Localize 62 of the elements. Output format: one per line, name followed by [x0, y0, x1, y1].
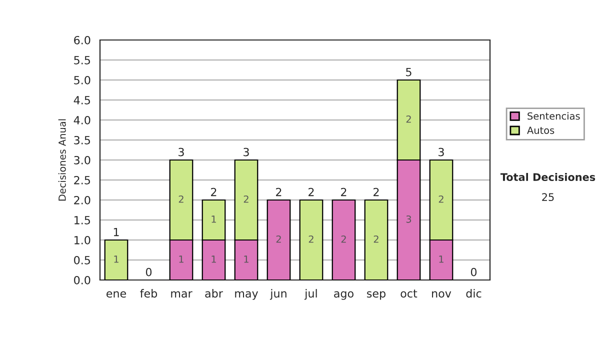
x-tick-label: mar [171, 291, 192, 298]
total-label: 0 [470, 268, 477, 276]
bar [332, 199, 356, 280]
data-label: 2 [178, 195, 184, 203]
data-label: 1 [439, 256, 444, 263]
y-tick-label: 4.5 [74, 96, 90, 104]
data-label: 1 [179, 256, 184, 263]
total-label: 2 [341, 188, 346, 196]
y-tick-label: 3.5 [74, 136, 90, 144]
data-label: 1 [114, 256, 118, 263]
total-label: 2 [374, 188, 379, 196]
x-tick-label: ago [334, 291, 354, 300]
y-tick-label: 0.5 [74, 256, 90, 264]
data-label: 1 [212, 256, 216, 263]
total-label: 1 [114, 228, 119, 236]
x-tick-label: jul [304, 289, 317, 300]
total-label: 2 [308, 188, 314, 196]
x-tick-label: jun [270, 289, 286, 300]
y-tick-label: 0.0 [74, 276, 90, 284]
text: Total Decisiones [500, 172, 596, 182]
x-tick-label: dic [466, 289, 482, 298]
data-label: 2 [308, 235, 314, 243]
total-label: 3 [438, 148, 444, 156]
total-label: 2 [211, 188, 216, 196]
x-tick-label: may [235, 291, 258, 300]
data-label: 2 [438, 195, 444, 203]
y-axis-title: Decisiones Anual [58, 119, 66, 201]
x-tick-label: oct [400, 290, 418, 298]
x-tick-label: sep [367, 291, 386, 300]
y-tick-label: 4.0 [74, 116, 90, 124]
y-tick-label: 2.5 [74, 176, 90, 184]
legend-label: Autos [527, 126, 554, 134]
x-tick-label: abr [205, 289, 223, 298]
legend-label: Sentencias [528, 112, 580, 120]
y-tick-label: 1.0 [74, 236, 90, 244]
data-label: 1 [244, 256, 248, 263]
bar [364, 199, 388, 280]
data-label: 1 [212, 216, 216, 223]
y-tick-label: 6.0 [74, 36, 90, 44]
data-label: 2 [244, 195, 248, 203]
data-label: 2 [374, 235, 378, 243]
y-tick-label: 5.0 [74, 76, 90, 84]
x-tick-label: ene [106, 291, 126, 298]
bar [266, 199, 291, 280]
text: 25 [542, 193, 554, 202]
y-tick-label: 5.5 [74, 56, 90, 64]
total-label: 0 [146, 268, 152, 276]
bar [299, 199, 324, 280]
data-label: 2 [341, 235, 346, 243]
x-tick-label: nov [432, 291, 452, 298]
total-label: 2 [276, 188, 282, 196]
total-label: 5 [406, 68, 412, 76]
bar [104, 239, 128, 280]
data-label: 2 [406, 115, 411, 123]
data-label: 2 [276, 235, 281, 243]
x-tick-label: feb [140, 289, 158, 298]
total-label: 3 [244, 148, 249, 156]
y-tick-label: 1.5 [74, 216, 90, 224]
y-tick-label: 3.0 [74, 156, 90, 164]
data-label: 3 [406, 215, 412, 223]
total-label: 3 [178, 148, 184, 156]
y-tick-label: 2.0 [74, 196, 90, 204]
